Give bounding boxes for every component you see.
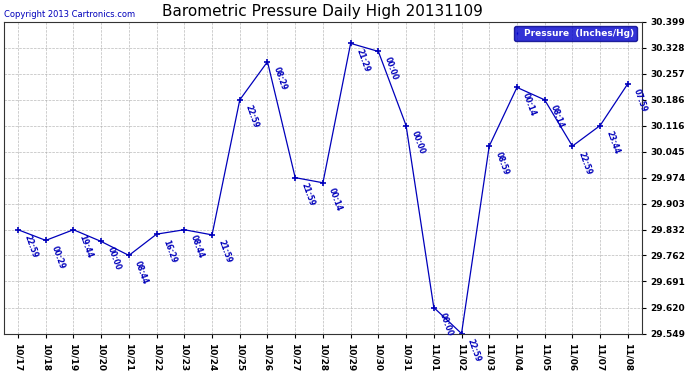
Text: Copyright 2013 Cartronics.com: Copyright 2013 Cartronics.com [4, 10, 135, 19]
Text: 00:00: 00:00 [411, 130, 427, 156]
Text: 21:59: 21:59 [216, 239, 233, 265]
Text: 21:29: 21:29 [355, 48, 371, 73]
Text: 19:44: 19:44 [78, 234, 95, 260]
Legend: Pressure  (Inches/Hg): Pressure (Inches/Hg) [515, 26, 637, 40]
Text: 07:59: 07:59 [632, 88, 649, 114]
Text: 08:29: 08:29 [272, 66, 288, 92]
Text: 00:00: 00:00 [382, 56, 400, 81]
Text: 22:59: 22:59 [22, 234, 39, 260]
Text: 00:14: 00:14 [521, 92, 538, 117]
Text: 08:14: 08:14 [549, 104, 566, 130]
Text: 22:59: 22:59 [577, 150, 593, 176]
Text: 08:44: 08:44 [133, 260, 150, 285]
Text: 00:14: 00:14 [327, 187, 344, 213]
Text: 16:29: 16:29 [161, 238, 177, 264]
Text: 23:44: 23:44 [604, 130, 621, 156]
Text: 22:59: 22:59 [466, 338, 482, 363]
Text: 00:29: 00:29 [50, 244, 67, 270]
Text: 08:59: 08:59 [493, 150, 510, 176]
Text: 00:00: 00:00 [438, 312, 455, 338]
Text: 08:44: 08:44 [188, 234, 205, 260]
Text: 22:59: 22:59 [244, 104, 261, 130]
Title: Barometric Pressure Daily High 20131109: Barometric Pressure Daily High 20131109 [162, 4, 484, 19]
Text: 21:59: 21:59 [299, 182, 316, 207]
Text: 00:00: 00:00 [106, 246, 122, 272]
